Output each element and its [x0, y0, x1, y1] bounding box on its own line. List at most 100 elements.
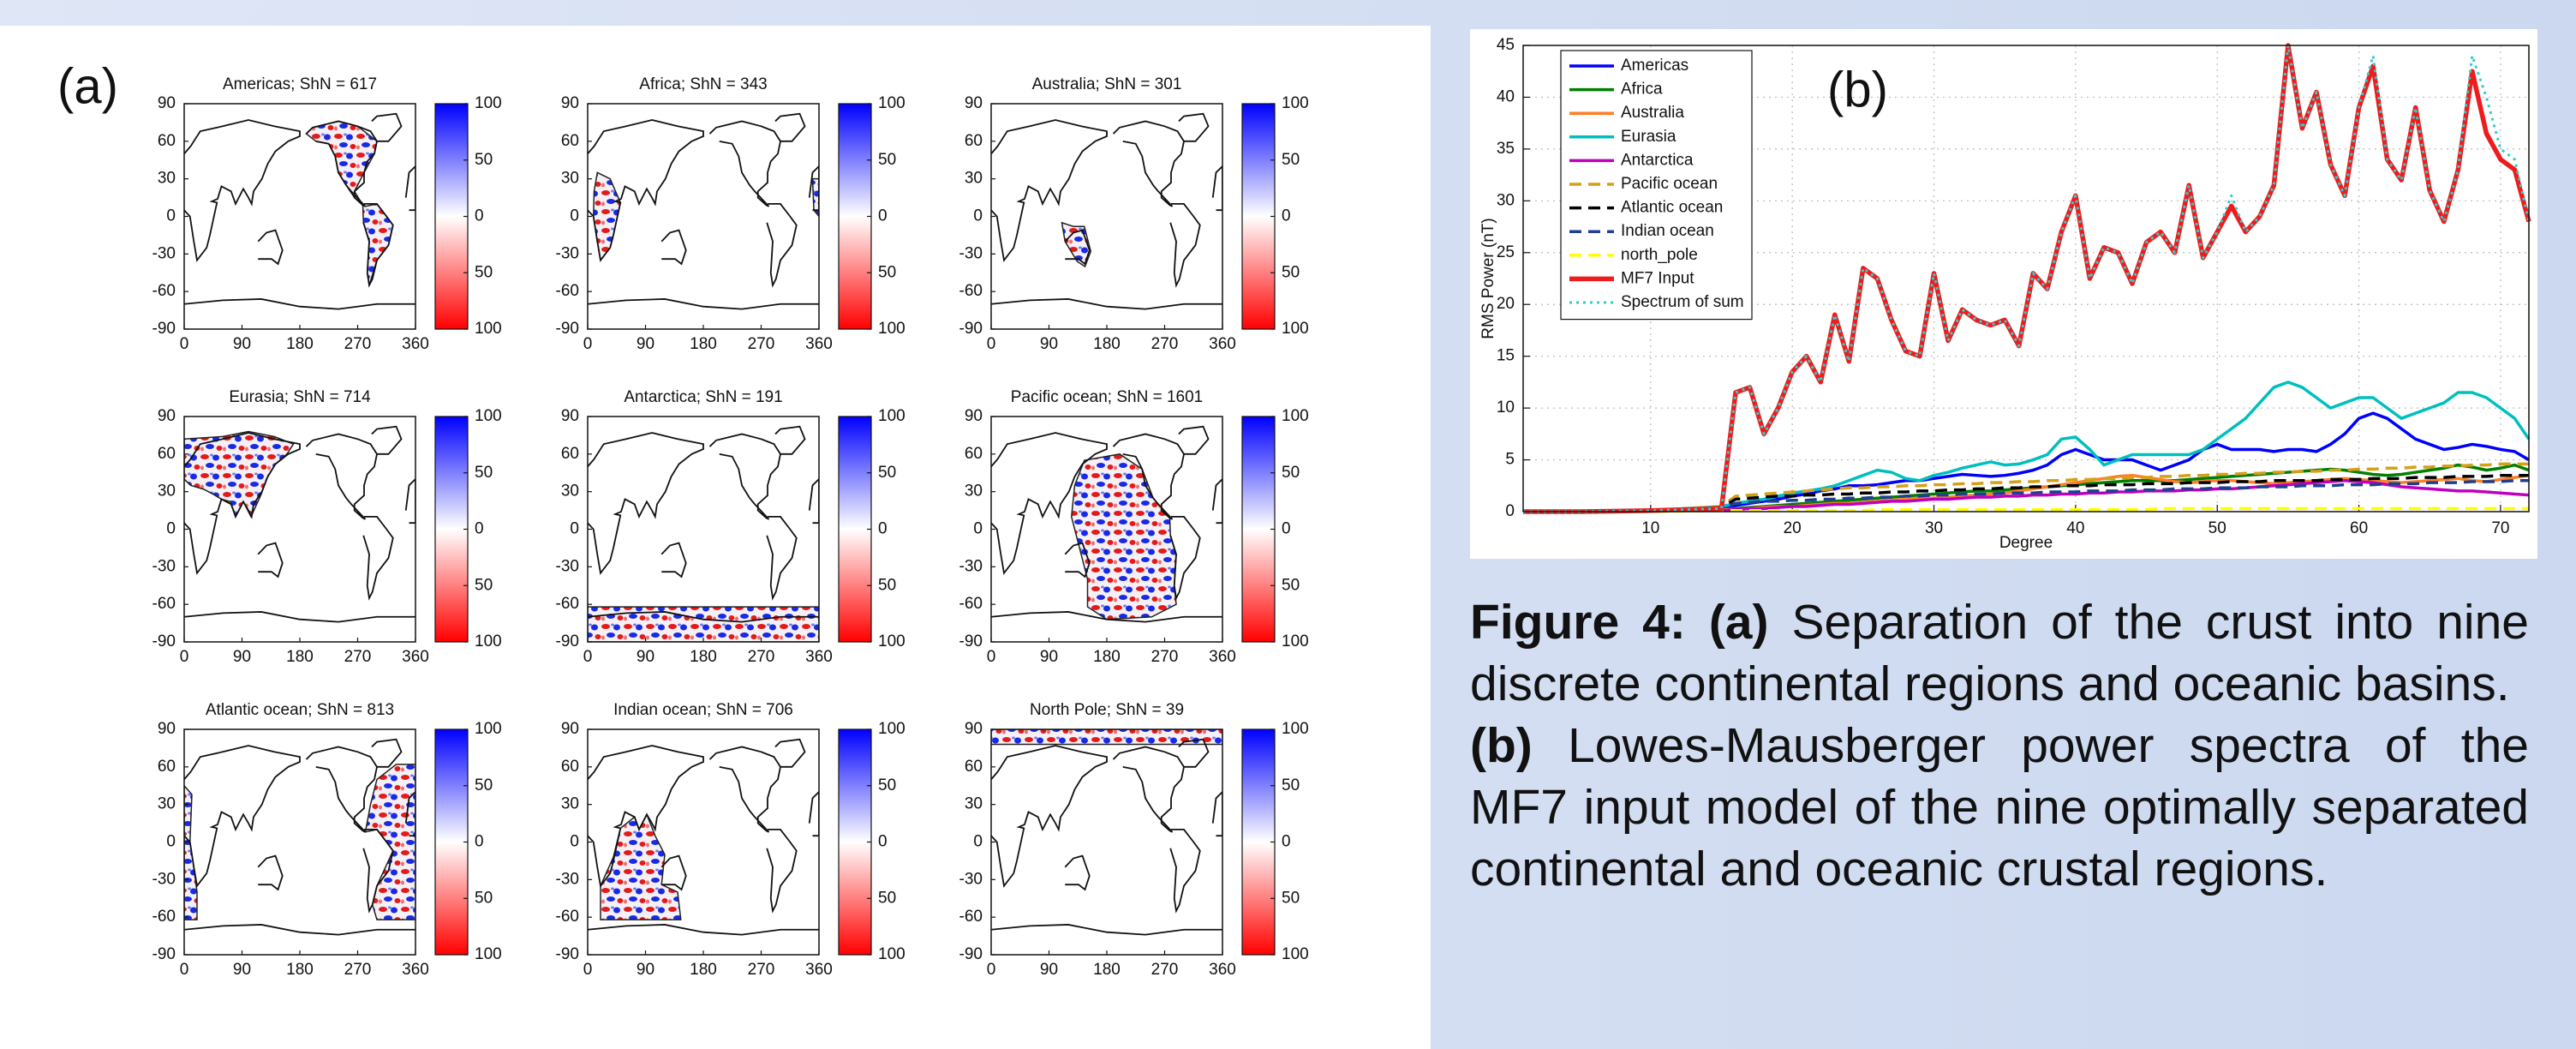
colorbar-tick-label: 100: [1282, 720, 1309, 738]
coastline: [257, 542, 284, 578]
y-tick-label: 15: [1497, 347, 1515, 365]
coastline: [1211, 790, 1222, 837]
map-title: Americas; ShN = 617: [223, 75, 377, 93]
coastline: [660, 542, 687, 578]
coastline: [991, 298, 1222, 310]
legend-label: Eurasia: [1621, 128, 1676, 146]
y-axis-label: RMS Power (nT): [1479, 218, 1497, 339]
coastline: [1178, 425, 1210, 455]
series-line: [1523, 473, 2529, 513]
x-tick-label: 360: [1209, 648, 1236, 666]
coastline: [305, 120, 378, 207]
x-tick-label: 0: [180, 648, 189, 666]
y-tick-label: 90: [158, 407, 176, 425]
y-tick-label: -30: [959, 244, 983, 262]
coastline: [708, 746, 781, 833]
coastline: [588, 745, 704, 888]
caption: Figure 4: (a) Separation of the crust in…: [1470, 591, 2529, 900]
panel-a-background: [0, 26, 1431, 1049]
y-tick-label: 90: [965, 720, 983, 738]
coastline: [404, 790, 415, 837]
coastline: [991, 924, 1222, 936]
colorbar-tick-label: 100: [475, 94, 502, 112]
y-tick-label: -30: [556, 557, 579, 575]
map-content: [588, 112, 819, 310]
panel-label: (b): [1827, 62, 1888, 117]
coastline: [660, 854, 687, 891]
region-field: [991, 729, 1222, 746]
colorbar-tick-label: 0: [878, 833, 888, 851]
x-tick-label: 0: [987, 335, 996, 353]
y-tick-label: 20: [1497, 295, 1515, 313]
series-line: [1523, 478, 2530, 513]
y-tick-label: -60: [152, 595, 176, 613]
y-tick-label: -30: [959, 557, 983, 575]
coastline: [404, 165, 415, 212]
coastline: [305, 433, 378, 520]
x-tick-label: 10: [1641, 519, 1659, 537]
x-tick-label: 90: [637, 335, 654, 353]
x-tick-label: 270: [1151, 961, 1179, 979]
colorbar: [1241, 103, 1276, 330]
colorbar-tick-label: 100: [1282, 407, 1309, 425]
x-tick-label: 20: [1784, 519, 1802, 537]
y-tick-label: -90: [959, 632, 983, 650]
x-tick-label: 60: [2350, 519, 2368, 537]
y-tick-label: 0: [166, 520, 176, 538]
caption-figure: Figure 4:: [1470, 595, 1686, 650]
colorbar-tick-label: 50: [475, 776, 493, 794]
y-tick-label: 0: [570, 833, 579, 851]
y-tick-label: -30: [152, 244, 176, 262]
legend-label: Pacific ocean: [1621, 175, 1718, 193]
map-title: Africa; ShN = 343: [639, 75, 767, 93]
x-tick-label: 270: [748, 648, 775, 666]
map-content: [588, 425, 819, 642]
colorbar-tick-label: 100: [475, 407, 502, 425]
coastline: [1169, 202, 1201, 288]
y-tick-label: 10: [1497, 399, 1515, 417]
colorbar-tick-label: 50: [878, 889, 896, 907]
map-content: [184, 425, 415, 623]
coastline: [362, 828, 394, 914]
y-tick-label: -90: [152, 632, 176, 650]
coastline: [1064, 854, 1091, 891]
coastline: [1064, 542, 1091, 578]
colorbar-tick-label: 50: [878, 151, 896, 169]
y-tick-label: 60: [158, 132, 176, 150]
coastline: [588, 119, 704, 262]
coastline: [708, 120, 781, 207]
coastline: [1178, 738, 1210, 768]
coastline: [766, 515, 798, 601]
coastline: [1211, 165, 1222, 212]
plot-area: [1523, 43, 2531, 514]
y-tick-label: 60: [965, 445, 983, 463]
x-tick-label: 180: [1093, 961, 1121, 979]
x-tick-label: 360: [402, 335, 429, 353]
colorbar-tick-label: 50: [878, 776, 896, 794]
coastline: [766, 202, 798, 288]
map-title: Indian ocean; ShN = 706: [613, 701, 793, 719]
legend-label: Africa: [1621, 81, 1663, 99]
y-tick-label: -60: [959, 282, 983, 300]
coastline: [766, 828, 798, 914]
x-axis-label: Degree: [1999, 534, 2053, 552]
y-tick-label: 0: [570, 207, 579, 225]
x-tick-label: 90: [1040, 335, 1058, 353]
y-tick-label: 30: [1497, 191, 1515, 209]
x-tick-label: 0: [583, 648, 593, 666]
colorbar-tick-label: 50: [475, 151, 493, 169]
coastline: [371, 112, 403, 142]
y-tick-label: 0: [166, 207, 176, 225]
y-tick-label: -30: [959, 870, 983, 888]
y-tick-label: 30: [965, 170, 983, 188]
y-tick-label: 90: [965, 407, 983, 425]
series-line: [1523, 462, 2529, 513]
colorbar-tick-label: 50: [1282, 576, 1300, 594]
coastline: [991, 745, 1108, 888]
series-line: [1523, 463, 2530, 513]
colorbar: [838, 103, 872, 330]
y-tick-label: 30: [561, 170, 579, 188]
coastline: [184, 611, 415, 623]
y-tick-label: 0: [973, 520, 983, 538]
